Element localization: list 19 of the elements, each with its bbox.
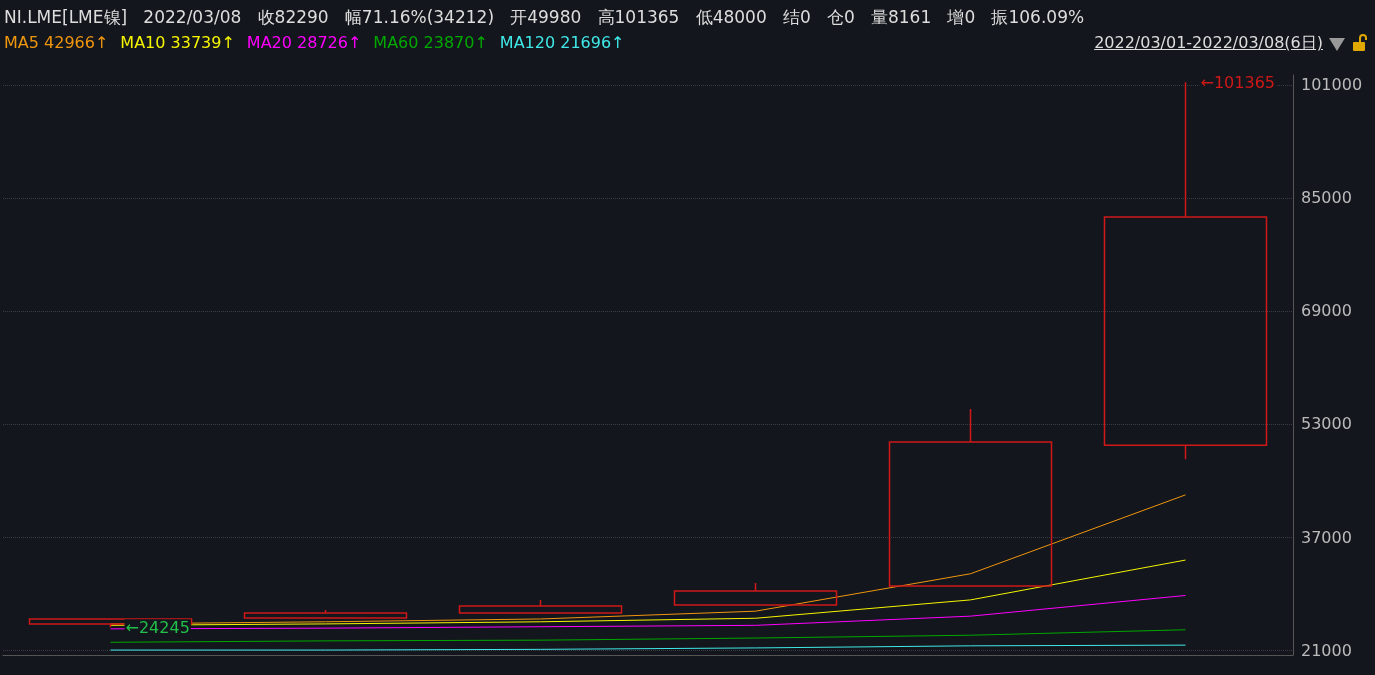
y-tick-label: 69000 <box>1301 301 1352 321</box>
text: MA60 23870↑ <box>373 33 488 52</box>
chart-title: NI.LME[LME镍] 2022/03/08 收82290 幅71.16%(34212) 开49980 高101365 低48000 结0 仓0 量8161 增0 振106.09% <box>4 6 1085 29</box>
y-tick-label: 21000 <box>1301 640 1352 660</box>
chart-subtitle: 2022/03/01-2022/03/08(6日) <box>1094 33 1323 54</box>
text: MA120 21696↑ <box>499 33 625 52</box>
y-tick-label: 37000 <box>1301 527 1352 547</box>
y-tick-label: 101000 <box>1301 75 1363 95</box>
y-tick-label: 85000 <box>1301 188 1352 208</box>
annotation: ←101365 <box>1200 72 1275 92</box>
candlestick <box>888 408 1053 587</box>
candlestick <box>458 599 623 614</box>
annotation: ←24245 <box>125 617 190 637</box>
y-tick-label: 53000 <box>1301 414 1352 434</box>
text: MA10 33739↑ <box>120 33 235 52</box>
candlestick <box>673 582 838 606</box>
text: MA5 42966↑ <box>4 33 109 52</box>
text: MA20 28726↑ <box>246 33 362 52</box>
candlestick <box>243 609 408 619</box>
